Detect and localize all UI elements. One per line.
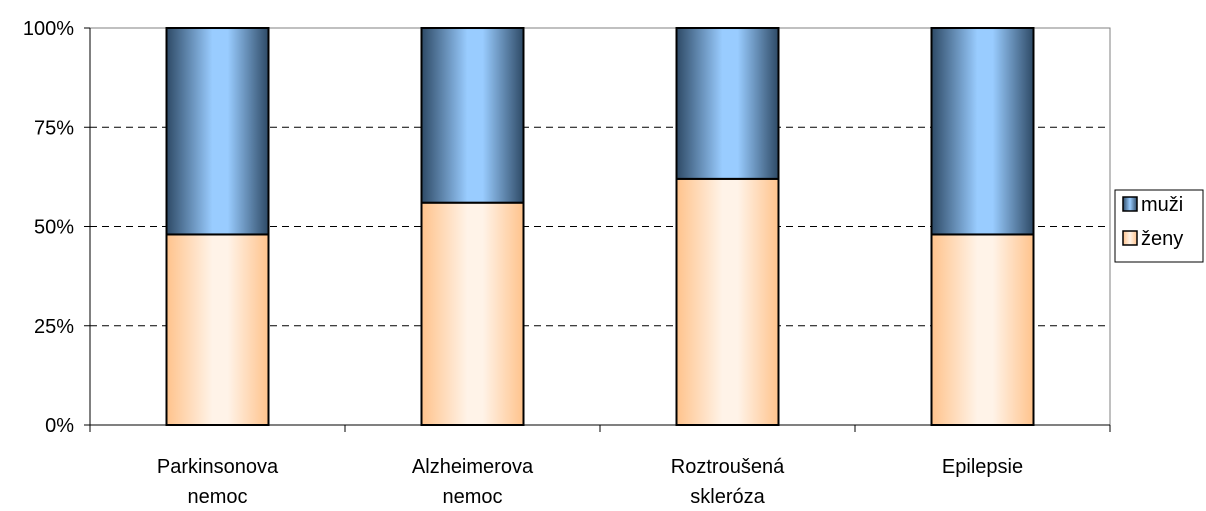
x-category-label: nemoc	[442, 486, 502, 508]
legend-label: ženy	[1141, 228, 1183, 250]
bars	[165, 27, 1035, 426]
bar-muzi-2	[675, 27, 780, 180]
legend-swatch-zeny	[1122, 230, 1138, 246]
y-tick-label: 25%	[34, 316, 74, 338]
bar-zeny-0	[165, 233, 270, 426]
legend-swatch-muzi	[1122, 196, 1138, 212]
bar-muzi-1	[420, 27, 525, 204]
y-tick-label: 50%	[34, 217, 74, 239]
bar-muzi-3	[930, 27, 1035, 236]
x-category-label: Roztroušená	[671, 456, 785, 478]
axes	[84, 27, 1111, 432]
bar-zeny-3	[930, 233, 1035, 426]
x-category-label: Parkinsonova	[157, 456, 279, 478]
bar-zeny-1	[420, 201, 525, 426]
x-category-label: skleróza	[690, 486, 765, 508]
x-category-label: Epilepsie	[942, 456, 1023, 478]
y-tick-label: 0%	[45, 415, 74, 437]
legend-label: muži	[1141, 194, 1183, 216]
x-tick-labels: Parkinsonova nemoc Alzheimerova nemoc Roztro…	[157, 456, 1023, 508]
y-tick-label: 75%	[34, 117, 74, 139]
bar-zeny-2	[675, 177, 780, 426]
x-category-label: Alzheimerova	[412, 456, 534, 478]
x-category-label: nemoc	[187, 486, 247, 508]
y-tick-label: 100%	[23, 18, 74, 40]
bar-muzi-0	[165, 27, 270, 236]
y-tick-labels: 0% 25% 50% 75% 100%	[23, 18, 74, 437]
legend: muži ženy	[1114, 189, 1204, 263]
